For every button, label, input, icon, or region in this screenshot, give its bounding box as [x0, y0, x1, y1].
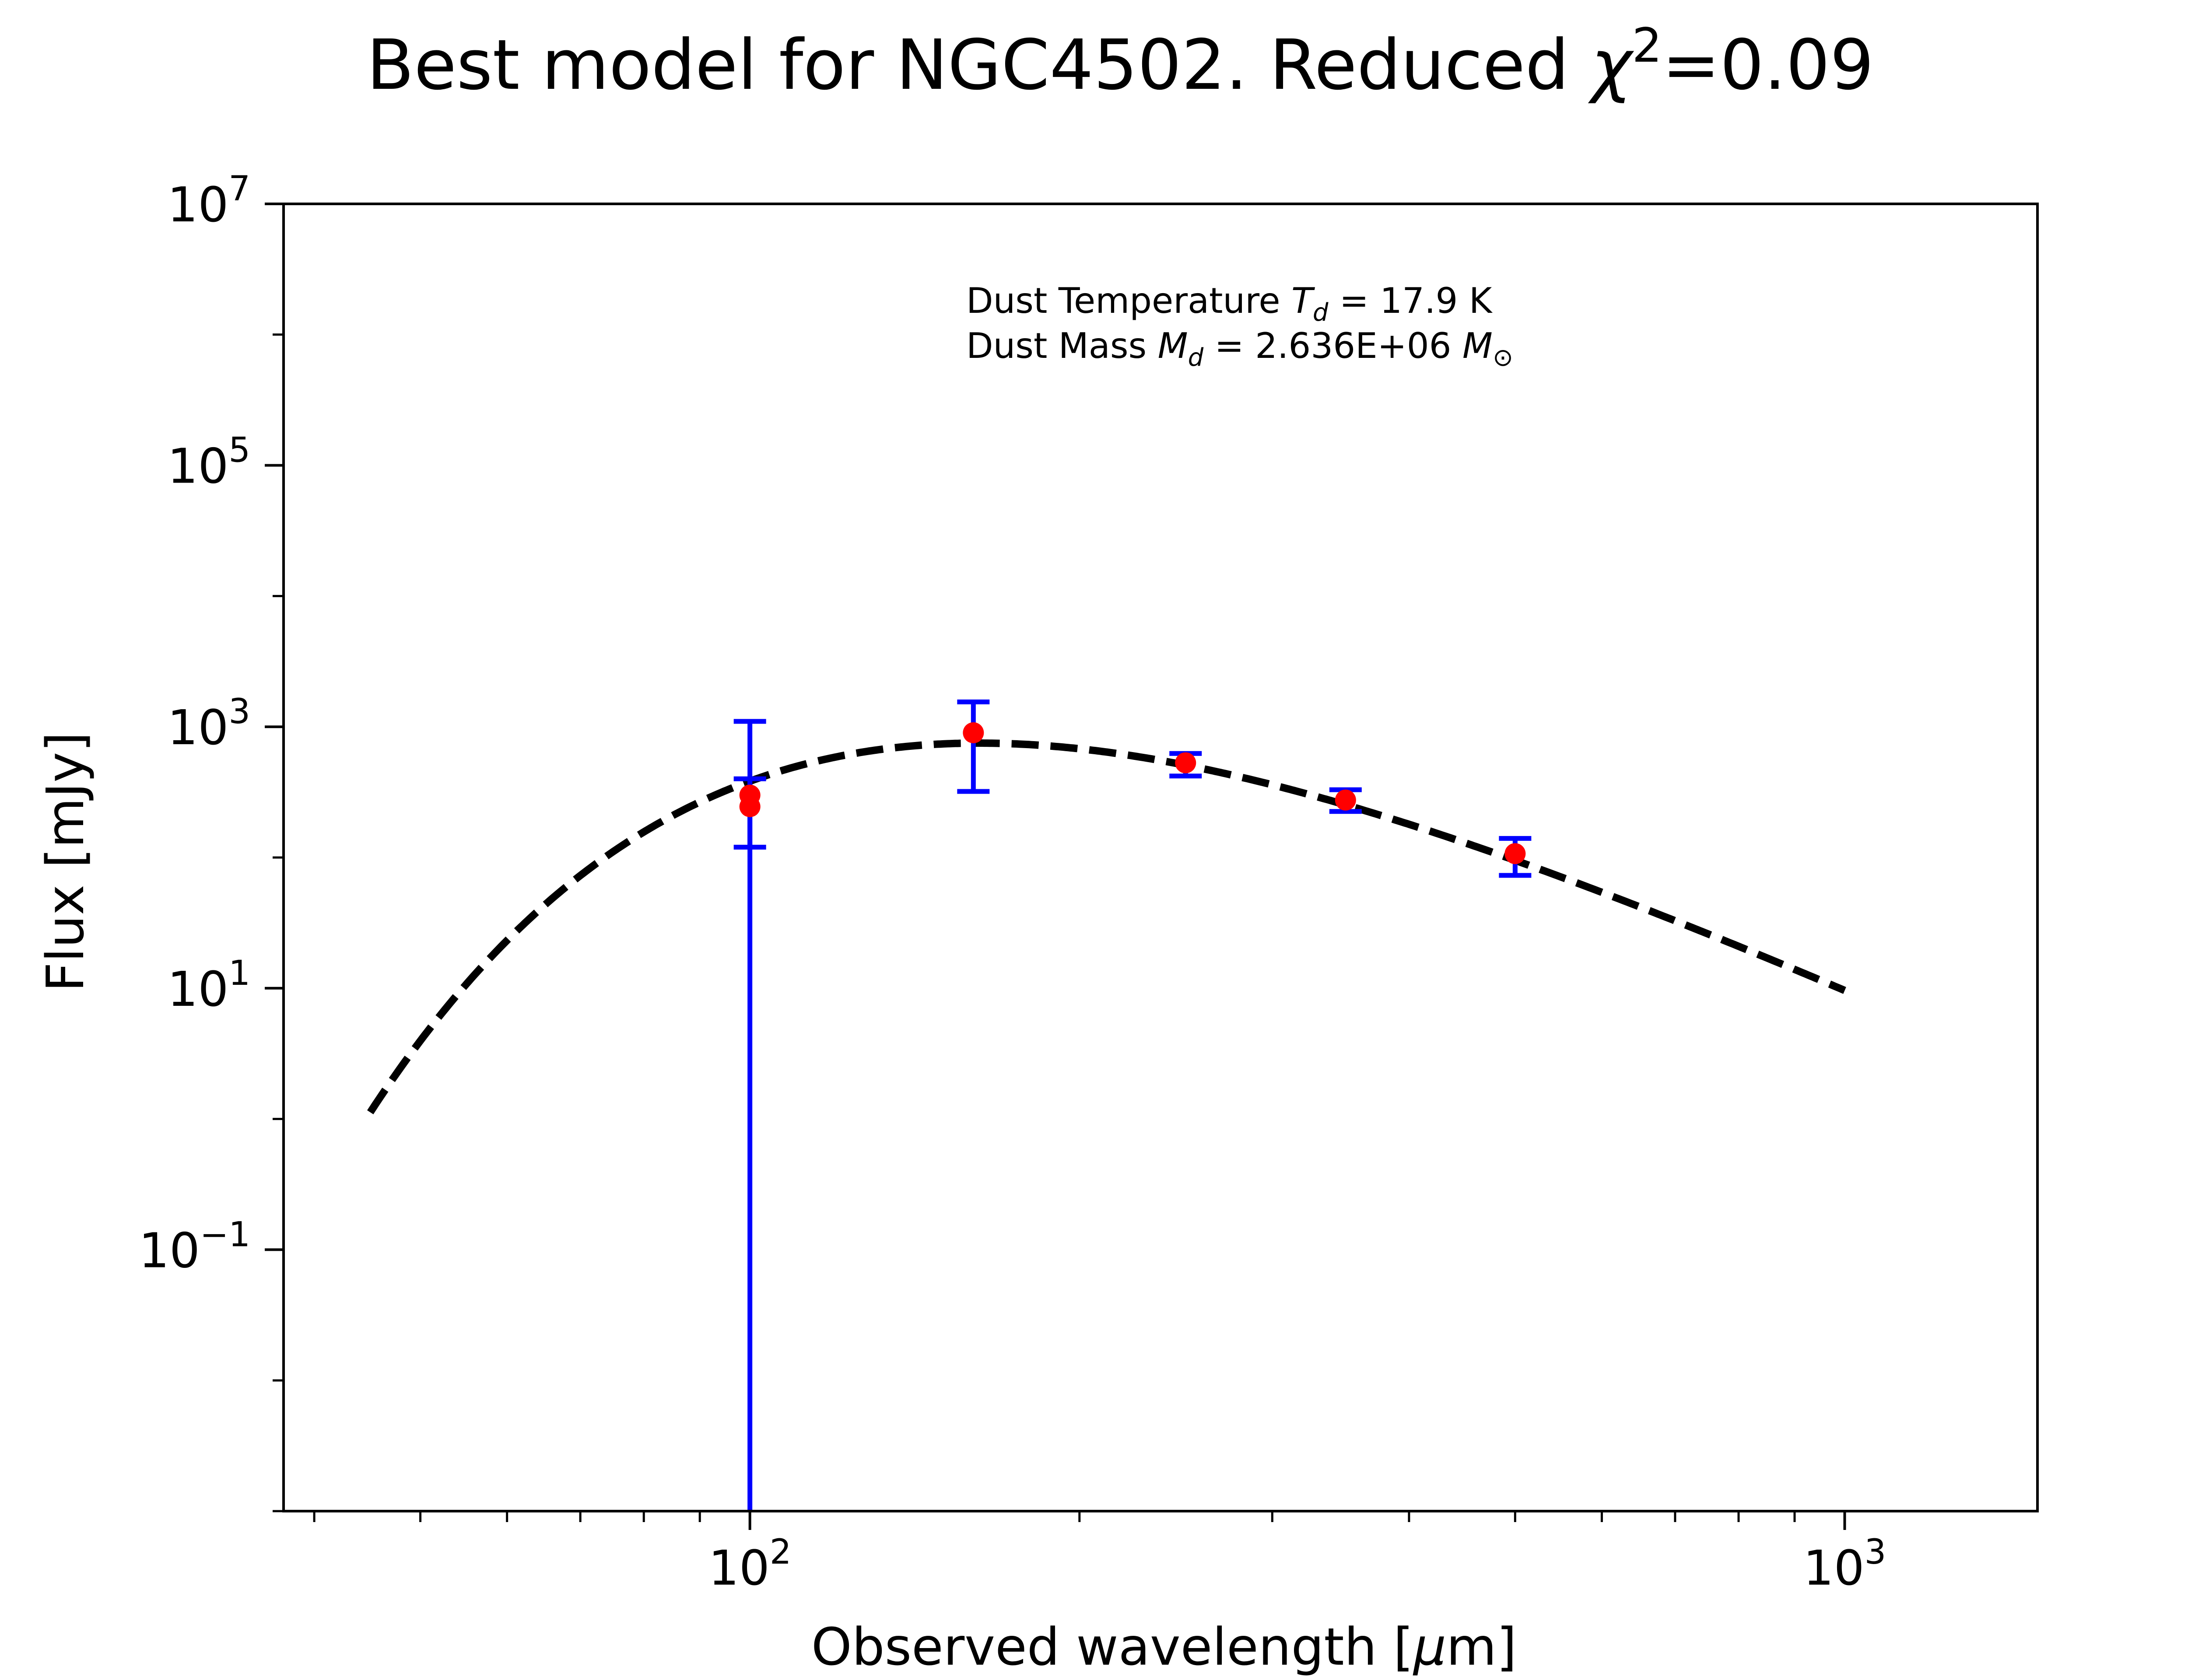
annotation-mass: Dust Mass Md = 2.636E+06 M⊙ — [966, 326, 1513, 372]
x-axis-label: Observed wavelength [μm] — [811, 1617, 1517, 1677]
y-tick-exponent: 1 — [228, 954, 250, 993]
annotation-mass-unit: M — [1462, 326, 1493, 366]
annotation-mass-sub: d — [1188, 343, 1204, 372]
title-prefix: Best model for NGC4502. Reduced — [367, 25, 1591, 105]
y-tick-base: 10 — [167, 961, 228, 1017]
y-tick-base: 10 — [167, 700, 228, 756]
x-tick-label: 102 — [708, 1533, 792, 1596]
x-axis-label-tail: m] — [1446, 1617, 1517, 1677]
annotation-mass-pre: Dust Mass — [966, 326, 1158, 366]
plot-area — [367, 699, 1846, 1511]
y-tick-exponent: 3 — [228, 692, 250, 732]
data-point-4 — [1335, 789, 1356, 811]
y-tick-exponent: −1 — [200, 1215, 250, 1254]
x-tick-base: 10 — [1803, 1540, 1865, 1596]
annotation-temperature-sub: d — [1313, 298, 1329, 327]
x-tick-label: 103 — [1803, 1533, 1886, 1596]
x-axis-label-text: Observed wavelength [ — [811, 1617, 1413, 1677]
annotation-temperature-pre: Dust Temperature — [966, 280, 1291, 321]
data-point-3 — [1175, 752, 1196, 774]
model-curve — [367, 739, 1846, 1115]
y-tick-label: 103 — [167, 692, 250, 756]
chart-title: Best model for NGC4502. Reduced χ2=0.09 — [367, 18, 1874, 105]
y-tick-base: 10 — [167, 177, 228, 233]
y-tick-label: 101 — [167, 954, 250, 1017]
y-tick-label: 105 — [167, 431, 250, 494]
y-tick-label: 10−1 — [139, 1215, 250, 1278]
y-axis-label: Flux [mJy] — [35, 732, 95, 992]
title-superscript: 2 — [1632, 18, 1662, 73]
annotation-mass-symbol: M — [1158, 326, 1188, 366]
y-tick-base: 10 — [167, 438, 228, 494]
annotation-mass-unit-sub: ⊙ — [1493, 343, 1513, 372]
annotation-temperature: Dust Temperature Td = 17.9 K — [966, 280, 1493, 327]
y-tick-label: 107 — [167, 169, 250, 233]
x-tick-base: 10 — [708, 1540, 770, 1596]
x-tick-exponent: 3 — [1865, 1533, 1886, 1572]
x-tick-exponent: 2 — [770, 1533, 792, 1572]
fit-annotation: Dust Temperature Td = 17.9 K Dust Mass M… — [966, 280, 1513, 372]
x-axis-label-mu: μ — [1413, 1617, 1446, 1677]
y-tick-exponent: 7 — [228, 169, 250, 209]
annotation-temperature-symbol: T — [1291, 280, 1315, 321]
data-point-1 — [739, 796, 761, 817]
y-tick-base: 10 — [139, 1222, 200, 1278]
title-chi: χ — [1588, 25, 1634, 105]
annotation-mass-post: = 2.636E+06 — [1203, 326, 1462, 366]
observation-2 — [957, 699, 990, 794]
title-suffix: =0.09 — [1662, 25, 1874, 105]
observation-0 — [733, 719, 766, 1511]
data-point-5 — [1504, 843, 1526, 864]
y-tick-exponent: 5 — [228, 431, 250, 470]
annotation-temperature-post: = 17.9 K — [1328, 280, 1493, 321]
data-point-2 — [963, 722, 984, 743]
